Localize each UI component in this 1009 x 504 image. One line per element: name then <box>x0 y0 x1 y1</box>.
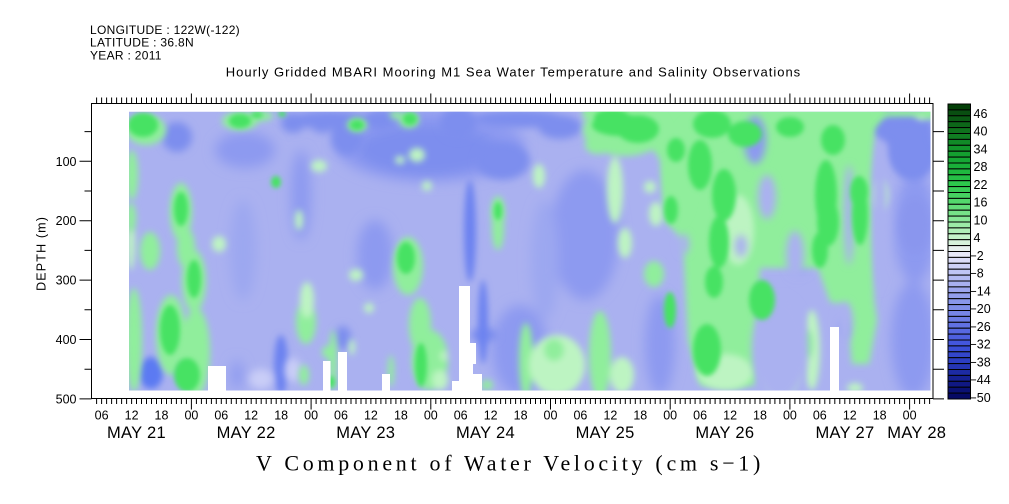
svg-text:200: 200 <box>56 214 77 228</box>
svg-text:00: 00 <box>903 409 917 423</box>
svg-text:22: 22 <box>974 178 988 192</box>
svg-text:06: 06 <box>693 409 707 423</box>
svg-text:−38: −38 <box>970 355 991 369</box>
svg-text:−20: −20 <box>970 302 991 316</box>
svg-text:−26: −26 <box>970 320 991 334</box>
svg-text:−8: −8 <box>970 267 984 281</box>
svg-text:400: 400 <box>56 333 77 347</box>
svg-text:12: 12 <box>723 409 737 423</box>
svg-text:00: 00 <box>783 409 797 423</box>
svg-text:100: 100 <box>56 155 77 169</box>
svg-text:18: 18 <box>873 409 887 423</box>
svg-text:06: 06 <box>95 409 109 423</box>
svg-text:−2: −2 <box>970 249 984 263</box>
svg-text:MAY 23: MAY 23 <box>336 424 395 442</box>
svg-text:DEPTH (m): DEPTH (m) <box>34 216 48 291</box>
svg-text:06: 06 <box>813 409 827 423</box>
svg-text:4: 4 <box>974 231 981 245</box>
svg-text:18: 18 <box>633 409 647 423</box>
svg-text:00: 00 <box>424 409 438 423</box>
svg-text:12: 12 <box>364 409 378 423</box>
svg-text:Hourly Gridded MBARI Mooring M: Hourly Gridded MBARI Mooring M1 Sea Wate… <box>226 65 801 80</box>
svg-text:18: 18 <box>274 409 288 423</box>
svg-text:46: 46 <box>974 107 988 121</box>
svg-text:10: 10 <box>974 213 988 227</box>
svg-text:06: 06 <box>334 409 348 423</box>
svg-text:16: 16 <box>974 196 988 210</box>
svg-text:LONGITUDE : 122W(-122): LONGITUDE : 122W(-122) <box>90 23 240 37</box>
svg-text:MAY 25: MAY 25 <box>576 424 635 442</box>
svg-text:00: 00 <box>663 409 677 423</box>
svg-text:18: 18 <box>753 409 767 423</box>
svg-text:MAY 27: MAY 27 <box>816 424 875 442</box>
svg-text:12: 12 <box>125 409 139 423</box>
svg-text:MAY 22: MAY 22 <box>217 424 276 442</box>
svg-text:12: 12 <box>843 409 857 423</box>
svg-text:00: 00 <box>184 409 198 423</box>
svg-text:−44: −44 <box>970 373 991 387</box>
svg-text:−32: −32 <box>970 338 991 352</box>
svg-text:YEAR : 2011: YEAR : 2011 <box>90 48 162 62</box>
svg-text:18: 18 <box>394 409 408 423</box>
svg-text:06: 06 <box>454 409 468 423</box>
svg-text:40: 40 <box>974 125 988 139</box>
svg-text:34: 34 <box>974 143 988 157</box>
svg-text:MAY 21: MAY 21 <box>107 424 166 442</box>
svg-text:V Component of Water Velocity: V Component of Water Velocity (cm s−1) <box>256 451 764 476</box>
svg-text:MAY 26: MAY 26 <box>695 424 754 442</box>
svg-text:12: 12 <box>244 409 258 423</box>
svg-text:−50: −50 <box>970 391 991 405</box>
svg-text:−14: −14 <box>970 284 991 298</box>
svg-text:18: 18 <box>155 409 169 423</box>
svg-text:00: 00 <box>304 409 318 423</box>
svg-text:18: 18 <box>514 409 528 423</box>
svg-text:300: 300 <box>56 274 77 288</box>
svg-text:12: 12 <box>603 409 617 423</box>
svg-text:06: 06 <box>573 409 587 423</box>
svg-text:MAY 24: MAY 24 <box>456 424 515 442</box>
svg-text:LATITUDE : 36.8N: LATITUDE : 36.8N <box>90 36 194 50</box>
svg-text:06: 06 <box>214 409 228 423</box>
svg-text:MAY 28: MAY 28 <box>887 424 946 442</box>
svg-text:500: 500 <box>56 392 77 406</box>
svg-text:12: 12 <box>484 409 498 423</box>
svg-text:00: 00 <box>544 409 558 423</box>
svg-text:28: 28 <box>974 160 988 174</box>
